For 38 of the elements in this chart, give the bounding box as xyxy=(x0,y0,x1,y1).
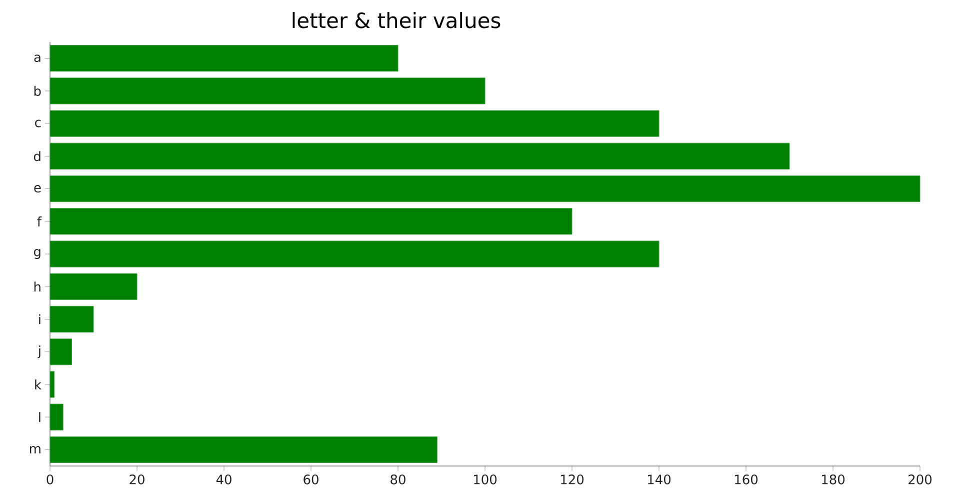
x-tick-label: 100 xyxy=(474,474,497,484)
x-tick-label: 200 xyxy=(908,474,932,484)
x-tick-label: 60 xyxy=(304,474,318,484)
y-tick-label: g xyxy=(34,249,40,259)
bar xyxy=(50,110,660,137)
x-tick-label: 140 xyxy=(648,474,671,484)
x-tick-label: 80 xyxy=(390,474,406,484)
bar xyxy=(50,371,55,398)
y-tick-label: b xyxy=(34,86,41,96)
bar xyxy=(50,175,920,202)
y-tick-label: d xyxy=(34,151,40,162)
y-tick-label: a xyxy=(34,54,40,62)
bar xyxy=(50,208,572,235)
y-tick-label: e xyxy=(34,185,41,192)
y-tick-label: f xyxy=(37,216,42,226)
x-tick-label: 180 xyxy=(822,474,845,484)
bar xyxy=(50,404,64,430)
y-tick-label: h xyxy=(34,282,40,292)
bar xyxy=(50,240,660,268)
y-tick-label: k xyxy=(35,380,42,390)
bar xyxy=(50,142,790,170)
x-tick-label: 0 xyxy=(46,474,54,484)
bar xyxy=(50,436,438,463)
x-tick-label: 20 xyxy=(130,474,144,484)
y-tick-label: l xyxy=(39,412,40,422)
x-tick-label: 160 xyxy=(735,474,758,484)
bar xyxy=(50,45,398,72)
y-tick-label: i xyxy=(39,314,40,324)
bar xyxy=(50,78,486,104)
y-tick-label: c xyxy=(35,120,41,128)
bar xyxy=(50,338,72,366)
x-tick-label: 120 xyxy=(561,474,584,484)
bar xyxy=(50,273,138,300)
y-tick-label: m xyxy=(30,446,40,454)
bar xyxy=(50,306,94,333)
y-tick-label: j xyxy=(38,346,40,358)
chart-title: letter & their values xyxy=(292,12,500,28)
x-tick-label: 40 xyxy=(216,474,232,484)
